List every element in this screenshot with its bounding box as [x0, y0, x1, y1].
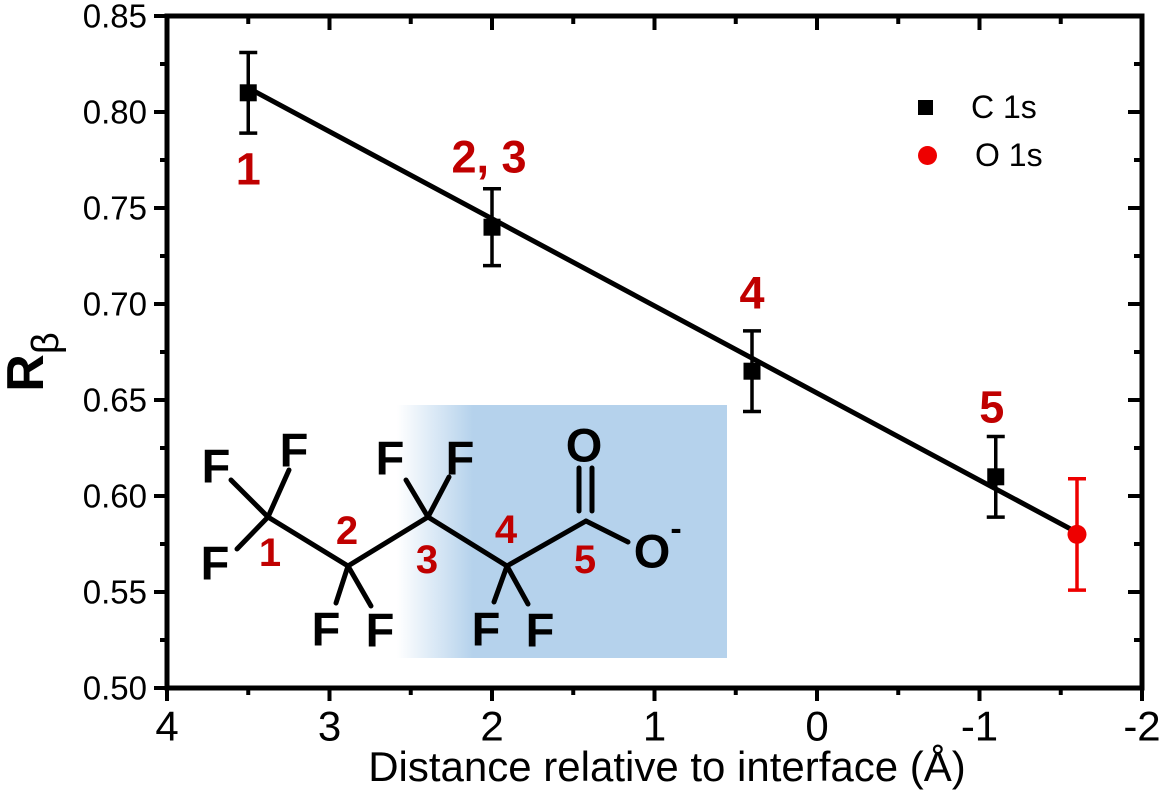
y-axis-tick-label: 0.65 — [83, 382, 147, 419]
carbon-number-label: 3 — [416, 538, 438, 582]
x-axis-tick-label: 4 — [155, 703, 178, 750]
point-annotation-label: 1 — [236, 143, 261, 194]
legend-item-c1s: C 1s — [906, 83, 1043, 131]
y-axis-title: Rβ — [0, 332, 68, 392]
legend-label-c1s: C 1s — [971, 89, 1037, 125]
atom-label-f: F — [280, 424, 309, 477]
carbon-number-label: 1 — [259, 531, 281, 575]
molecule-bond — [491, 563, 510, 605]
molecule-bond — [425, 514, 510, 569]
atom-charge-label: - — [670, 510, 681, 548]
atom-label-o: O — [634, 525, 671, 578]
point-annotation-label: 2, 3 — [451, 132, 526, 183]
atom-label-f: F — [526, 604, 555, 657]
c-1s-marker — [987, 468, 1005, 486]
y-axis-title-base: R — [0, 354, 55, 392]
linear-fit-line — [245, 85, 1080, 535]
point-annotation-label: 5 — [979, 381, 1004, 432]
carbon-number-label: 2 — [336, 509, 358, 553]
atom-label-f: F — [201, 537, 230, 590]
y-axis-tick-label: 0.70 — [83, 286, 147, 323]
x-axis-tick-label: 2 — [480, 703, 503, 750]
y-axis-tick-label: 0.55 — [83, 574, 147, 611]
atom-label-f: F — [376, 432, 405, 485]
atom-label-f: F — [446, 432, 475, 485]
molecule-bond — [345, 514, 431, 569]
point-annotation-label: 4 — [739, 268, 764, 319]
x-axis-title: Distance relative to interface (Å) — [368, 743, 966, 790]
atom-label-f: F — [472, 603, 501, 656]
x-axis-tick-label: -2 — [1123, 703, 1160, 750]
molecule-bond — [403, 477, 431, 520]
molecule-bond — [265, 514, 351, 569]
y-axis-tick-label: 0.80 — [83, 94, 147, 131]
atom-label-f: F — [202, 440, 231, 493]
data-point-group-c-1s — [239, 50, 258, 135]
carbon-number-label: 4 — [495, 508, 518, 552]
data-point-group-c-1s — [743, 329, 761, 414]
c-1s-marker — [743, 362, 761, 380]
x-axis-tick-label: 0 — [805, 703, 828, 750]
data-point-group-c-1s — [483, 187, 501, 268]
molecule-bond — [345, 563, 374, 609]
x-axis-tick-label: 1 — [643, 703, 666, 750]
carbon-number-label: 5 — [574, 538, 596, 582]
y-axis-title-subscript: β — [25, 332, 68, 355]
atom-label-f: F — [366, 604, 395, 657]
data-point-group-c-1s — [986, 434, 1005, 519]
c-1s-marker — [239, 84, 257, 102]
c1s-square-marker-icon — [918, 99, 933, 115]
y-axis-tick-label: 0.50 — [83, 670, 147, 707]
molecule-bond — [333, 563, 351, 606]
molecule-bond — [425, 474, 452, 520]
o1s-circle-marker-icon — [918, 145, 937, 165]
molecule-bond — [234, 514, 271, 552]
x-axis-tick-label: 3 — [318, 703, 341, 750]
legend-item-o1s: O 1s — [906, 131, 1043, 179]
atom-label-f: F — [312, 603, 341, 656]
c-1s-marker — [483, 218, 501, 236]
molecule-bond — [228, 477, 271, 520]
y-axis-tick-label: 0.85 — [83, 0, 147, 35]
molecule-bond — [583, 518, 631, 545]
o-1s-marker — [1067, 524, 1087, 544]
molecule-bond — [265, 467, 292, 520]
x-axis-tick-label: -1 — [961, 703, 998, 750]
y-axis-tick-label: 0.75 — [83, 190, 147, 227]
atom-label-o: O — [566, 419, 603, 472]
legend: C 1s O 1s — [906, 83, 1043, 179]
y-axis-tick-label: 0.60 — [83, 478, 147, 515]
legend-label-o1s: O 1s — [975, 137, 1043, 173]
molecule-bond — [504, 518, 589, 569]
molecule-bond — [504, 563, 531, 607]
data-point-group-o-1s — [1067, 476, 1087, 592]
